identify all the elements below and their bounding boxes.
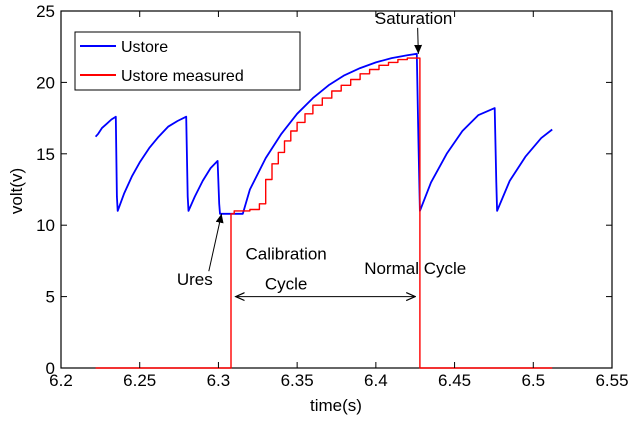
- legend-box: [74, 31, 301, 91]
- series-line-ustore-measured: [95, 57, 553, 369]
- y-axis-label: volt(v): [7, 168, 26, 214]
- x-tick-label: 6.5: [521, 371, 545, 390]
- legend: Ustore Ustore measured: [74, 31, 301, 91]
- annotation-arrow-saturation: [414, 27, 423, 54]
- annotation-ures: Ures: [177, 270, 213, 289]
- x-tick-label: 6.45: [438, 371, 471, 390]
- annotation-normal: Normal Cycle: [364, 259, 466, 278]
- y-tick-label: 25: [36, 2, 55, 21]
- series-layer: [94, 52, 553, 369]
- x-axis-label: time(s): [310, 396, 362, 415]
- annotation-layer: Saturation Ures Calibration Cycle Normal Cyc…: [177, 9, 466, 297]
- y-tick-label: 10: [36, 216, 55, 235]
- series-line-ustore: [94, 52, 553, 215]
- x-tick-label: 6.3: [207, 371, 231, 390]
- y-tick-label: 5: [46, 288, 55, 307]
- x-tick-label: 6.2: [49, 371, 73, 390]
- legend-label-ustore-measured: Ustore measured: [121, 68, 244, 85]
- axis-layer: 6.2 6.25 6.3 6.35 6.4 6.45 6.5 6.55 0 5 10 15 20 25: [36, 2, 628, 390]
- x-tick-label: 6.4: [364, 371, 388, 390]
- annotation-calibration2: Cycle: [265, 274, 308, 293]
- annotation-calibration: Calibration: [245, 244, 326, 263]
- x-tick-label: 6.35: [281, 371, 314, 390]
- y-tick-label: 15: [36, 145, 55, 164]
- legend-label-ustore: Ustore: [121, 39, 168, 56]
- x-tick-label: 6.25: [123, 371, 156, 390]
- x-tick-label: 6.55: [595, 371, 628, 390]
- annotation-arrow-ures: [208, 213, 224, 272]
- y-tick-label: 20: [36, 73, 55, 92]
- annotation-saturation: Saturation: [375, 9, 453, 28]
- y-tick-label: 0: [46, 359, 55, 378]
